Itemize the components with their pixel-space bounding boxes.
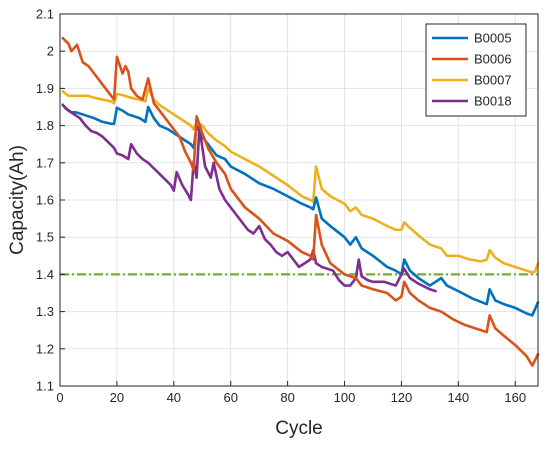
x-tick-label: 80 (280, 390, 294, 405)
y-tick-label: 1.6 (36, 193, 54, 208)
y-tick-label: 1.8 (36, 118, 54, 133)
x-tick-label: 120 (391, 390, 413, 405)
grid-lines (59, 13, 538, 387)
y-tick-label: 1.4 (36, 267, 54, 282)
legend-label-b0005: B0005 (474, 31, 512, 46)
legend-label-b0007: B0007 (474, 73, 512, 88)
x-axis-ticks: 0 20 40 60 80 100 120 140 160 (56, 381, 526, 405)
series-line-b0005 (61, 103, 540, 317)
y-tick-label: 1.3 (36, 304, 54, 319)
y-tick-label: 2.1 (36, 7, 54, 22)
y-tick-label: 2 (47, 44, 54, 59)
series-line-b0018 (61, 103, 437, 293)
y-axis-ticks: 1.1 1.2 1.3 1.4 1.5 1.6 1.7 1.8 1.9 2 2.1 (36, 7, 65, 394)
y-tick-label: 1.5 (36, 230, 54, 245)
series-layer (61, 36, 540, 367)
y-axis-label: Capacity(Ah) (7, 145, 28, 255)
y-tick-label: 1.9 (36, 81, 54, 96)
x-tick-label: 20 (110, 390, 124, 405)
x-tick-label: 40 (167, 390, 181, 405)
legend-label-b0006: B0006 (474, 52, 512, 67)
y-tick-label: 1.1 (36, 379, 54, 394)
x-tick-label: 0 (56, 390, 63, 405)
x-tick-label: 160 (504, 390, 526, 405)
x-tick-label: 100 (334, 390, 356, 405)
x-tick-label: 140 (447, 390, 469, 405)
legend: B0005 B0006 B0007 B0018 (425, 23, 527, 117)
y-tick-label: 1.7 (36, 155, 54, 170)
y-tick-label: 1.2 (36, 341, 54, 356)
x-tick-label: 60 (223, 390, 237, 405)
series-line-b0006 (61, 36, 540, 367)
series-line-b0007 (61, 87, 540, 274)
x-axis-label: Cycle (275, 418, 323, 439)
legend-label-b0018: B0018 (474, 94, 512, 109)
